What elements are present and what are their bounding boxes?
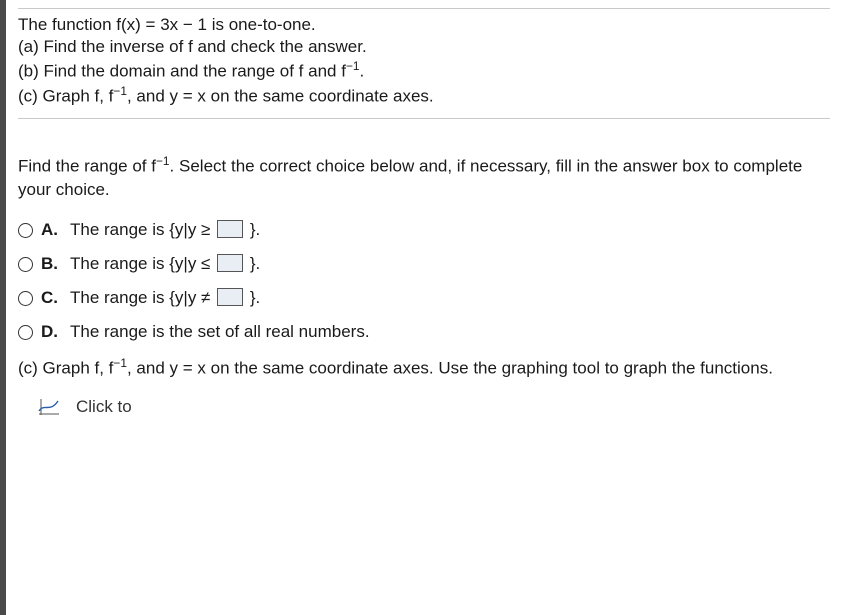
answer-box-a[interactable] [217, 220, 243, 238]
question-page: The function f(x) = 3x − 1 is one-to-one… [0, 0, 842, 615]
partc-exp: −1 [113, 356, 127, 370]
part-c-suffix: , and y = x on the same coordinate axes. [127, 86, 434, 105]
choice-c[interactable]: C. The range is {y|y ≠ }. [18, 288, 830, 308]
radio-icon[interactable] [18, 257, 33, 272]
choice-a-text: The range is {y|y ≥ }. [70, 220, 260, 240]
choice-group: A. The range is {y|y ≥ }. B. The range i… [18, 220, 830, 342]
graph-tool-row[interactable]: Click to [18, 397, 830, 417]
choice-a-pre: The range is {y|y ≥ [70, 220, 210, 239]
choice-a[interactable]: A. The range is {y|y ≥ }. [18, 220, 830, 240]
answer-box-c[interactable] [217, 288, 243, 306]
part-c-instruction: (c) Graph f, f−1, and y = x on the same … [18, 356, 830, 379]
choice-a-label: A. [41, 220, 58, 240]
top-divider [18, 8, 830, 9]
part-b-prefix: (b) Find the domain and the range of f a… [18, 62, 346, 81]
radio-icon[interactable] [18, 291, 33, 306]
partc-prefix: (c) Graph f, f [18, 359, 113, 378]
choice-d-text: The range is the set of all real numbers… [70, 322, 370, 342]
intro-line: The function f(x) = 3x − 1 is one-to-one… [18, 15, 830, 35]
part-b-line: (b) Find the domain and the range of f a… [18, 59, 830, 82]
instruction-exp: −1 [156, 154, 170, 168]
choice-b-label: B. [41, 254, 58, 274]
part-a-line: (a) Find the inverse of f and check the … [18, 37, 830, 57]
choice-a-post: }. [250, 220, 260, 239]
radio-icon[interactable] [18, 325, 33, 340]
instruction-text: Find the range of f−1. Select the correc… [18, 153, 830, 202]
choice-b-text: The range is {y|y ≤ }. [70, 254, 260, 274]
graph-tool-icon[interactable] [36, 397, 62, 417]
choice-d[interactable]: D. The range is the set of all real numb… [18, 322, 830, 342]
answer-box-b[interactable] [217, 254, 243, 272]
part-c-exp: −1 [113, 84, 127, 98]
part-b-exp: −1 [346, 59, 360, 73]
choice-c-post: }. [250, 288, 260, 307]
click-to-text: Click to [76, 397, 132, 417]
part-b-suffix: . [360, 62, 365, 81]
part-c-line: (c) Graph f, f−1, and y = x on the same … [18, 84, 830, 107]
choice-b[interactable]: B. The range is {y|y ≤ }. [18, 254, 830, 274]
instruction-prefix: Find the range of f [18, 157, 156, 176]
radio-icon[interactable] [18, 223, 33, 238]
bottom-fade [6, 585, 842, 615]
choice-c-label: C. [41, 288, 58, 308]
partc-suffix: , and y = x on the same coordinate axes.… [127, 359, 773, 378]
choice-d-label: D. [41, 322, 58, 342]
part-c-prefix: (c) Graph f, f [18, 86, 113, 105]
choice-b-pre: The range is {y|y ≤ [70, 254, 210, 273]
choice-c-pre: The range is {y|y ≠ [70, 288, 210, 307]
choice-c-text: The range is {y|y ≠ }. [70, 288, 260, 308]
problem-statement: The function f(x) = 3x − 1 is one-to-one… [18, 15, 830, 119]
choice-b-post: }. [250, 254, 260, 273]
